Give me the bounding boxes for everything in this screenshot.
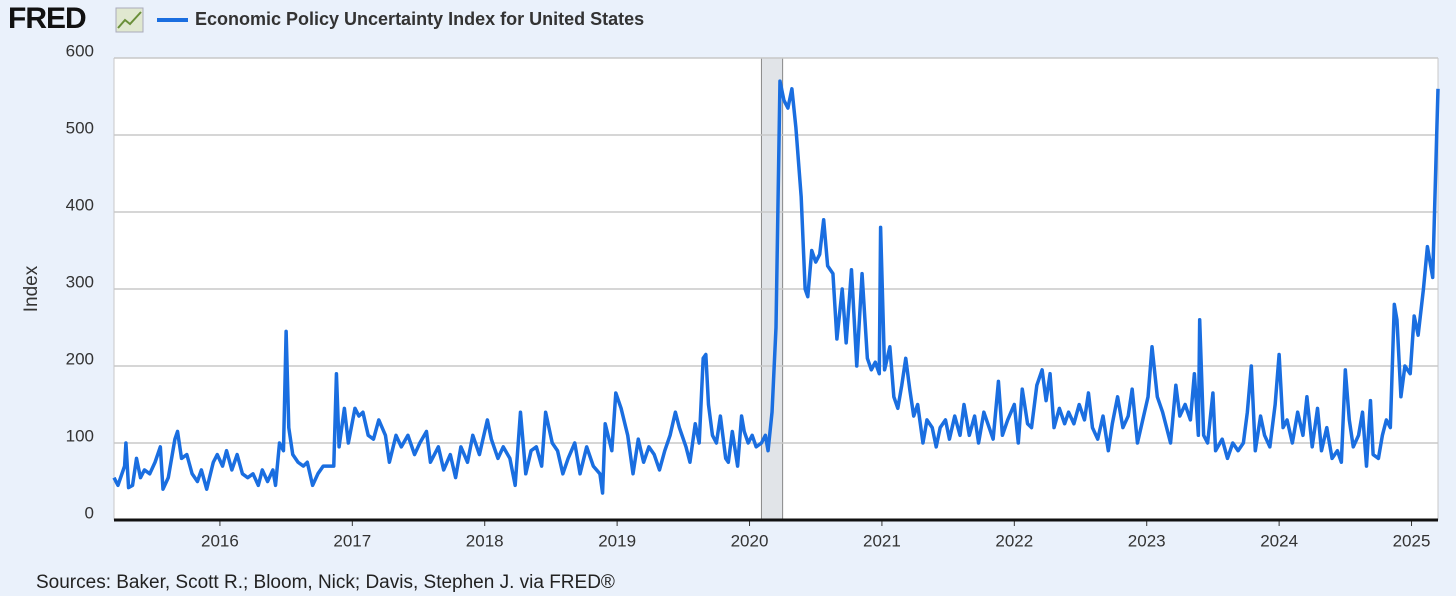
x-tick-label: 2016 — [201, 531, 239, 550]
source: Sources: Baker, Scott R.; Bloom, Nick; D… — [36, 572, 615, 593]
series-line — [112, 79, 1440, 495]
y-tick-label: 400 — [66, 195, 94, 214]
x-tick-label: 2025 — [1393, 531, 1431, 550]
legend-label: Economic Policy Uncertainty Index for Un… — [195, 9, 644, 29]
x-tick-label: 2024 — [1260, 531, 1298, 550]
y-tick-label: 0 — [85, 503, 94, 522]
y-tick-label: 200 — [66, 349, 94, 368]
y-axis-label: Index — [21, 265, 42, 312]
logo: FRED — [8, 2, 86, 35]
x-tick-label: 2019 — [598, 531, 636, 550]
x-tick-label: 2020 — [731, 531, 769, 550]
y-tick-label: 500 — [66, 118, 94, 137]
logo-icon — [115, 7, 144, 33]
x-tick-label: 2017 — [333, 531, 371, 550]
x-tick-label: 2023 — [1128, 531, 1166, 550]
x-tick-label: 2018 — [466, 531, 504, 550]
y-tick-label: 300 — [66, 272, 94, 291]
x-tick-label: 2021 — [863, 531, 901, 550]
x-tick-label: 2022 — [995, 531, 1033, 550]
y-tick-label: 600 — [66, 41, 94, 60]
y-tick-label: 100 — [66, 426, 94, 445]
